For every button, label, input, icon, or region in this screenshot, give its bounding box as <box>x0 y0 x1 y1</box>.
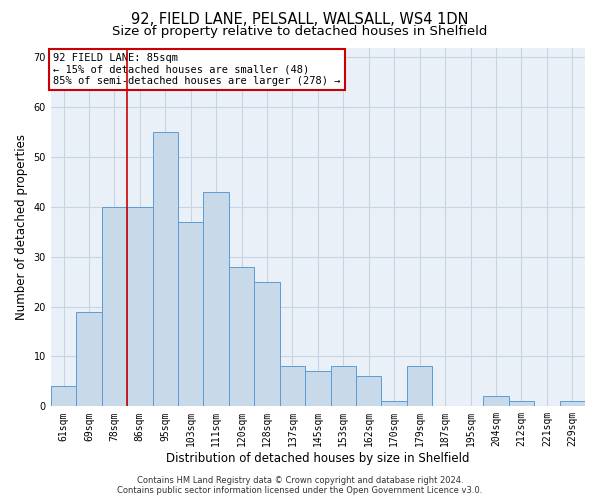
Bar <box>331 366 356 406</box>
Bar <box>254 282 280 406</box>
Bar <box>356 376 382 406</box>
Bar <box>305 372 331 406</box>
Bar <box>76 312 101 406</box>
Bar <box>280 366 305 406</box>
X-axis label: Distribution of detached houses by size in Shelfield: Distribution of detached houses by size … <box>166 452 470 465</box>
Bar <box>407 366 433 406</box>
Bar <box>101 207 127 406</box>
Bar <box>483 396 509 406</box>
Bar <box>560 402 585 406</box>
Text: 92 FIELD LANE: 85sqm
← 15% of detached houses are smaller (48)
85% of semi-detac: 92 FIELD LANE: 85sqm ← 15% of detached h… <box>53 53 341 86</box>
Bar <box>229 267 254 406</box>
Bar <box>152 132 178 406</box>
Bar <box>51 386 76 406</box>
Bar <box>382 402 407 406</box>
Text: Contains HM Land Registry data © Crown copyright and database right 2024.
Contai: Contains HM Land Registry data © Crown c… <box>118 476 482 495</box>
Y-axis label: Number of detached properties: Number of detached properties <box>15 134 28 320</box>
Bar <box>178 222 203 406</box>
Bar <box>127 207 152 406</box>
Bar <box>203 192 229 406</box>
Text: Size of property relative to detached houses in Shelfield: Size of property relative to detached ho… <box>112 25 488 38</box>
Bar <box>509 402 534 406</box>
Text: 92, FIELD LANE, PELSALL, WALSALL, WS4 1DN: 92, FIELD LANE, PELSALL, WALSALL, WS4 1D… <box>131 12 469 28</box>
